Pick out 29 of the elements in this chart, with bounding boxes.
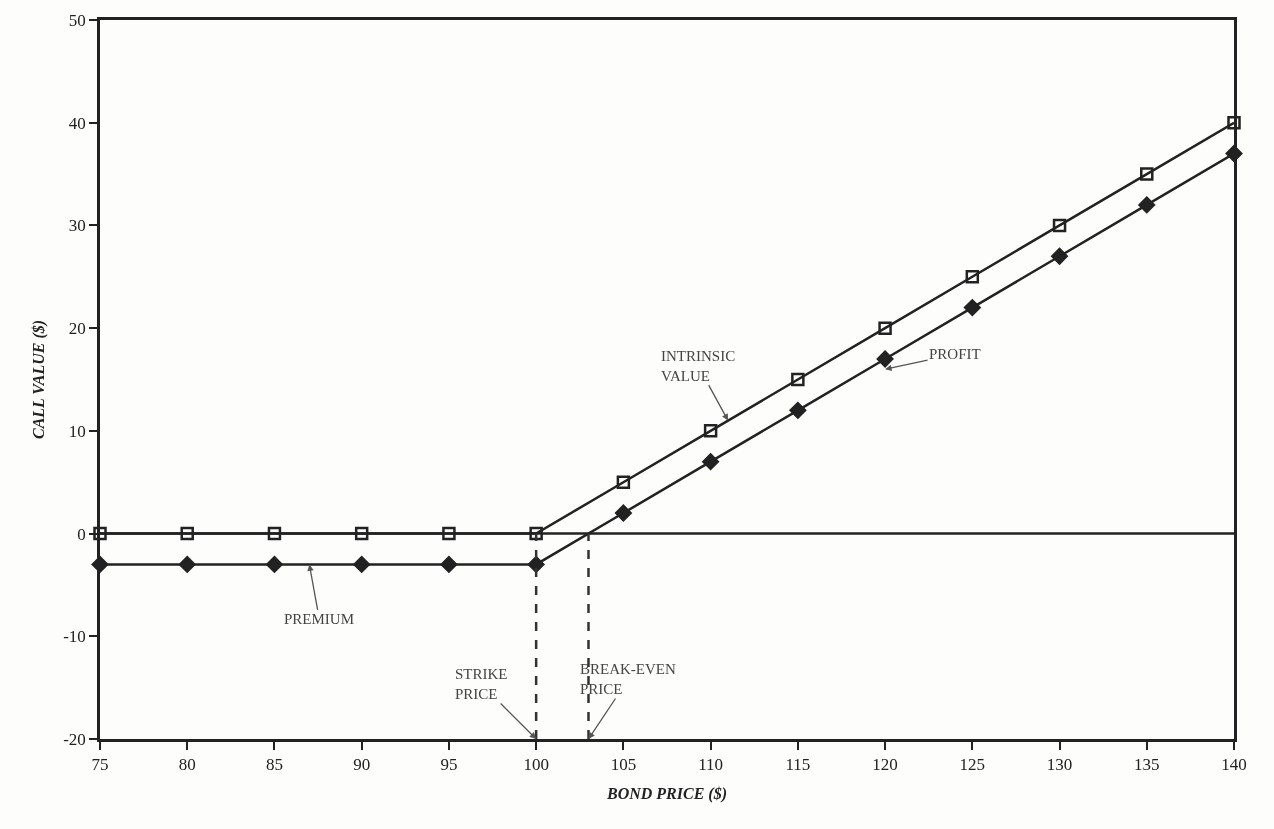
y-tick-label: 10: [68, 421, 86, 441]
x-tick-label: 115: [785, 755, 811, 775]
y-tick-label: -10: [63, 627, 86, 647]
x-tick-label: 80: [178, 755, 196, 775]
x-tick-label: 75: [91, 755, 109, 775]
x-tick-label: 140: [1221, 755, 1247, 775]
x-tick-label: 90: [353, 755, 371, 775]
annotation: INTRINSIC VALUE: [661, 348, 736, 384]
x-tick-label: 120: [872, 755, 898, 775]
x-tick-label: 135: [1134, 755, 1160, 775]
y-tick-label: 30: [68, 216, 86, 236]
annotation: PROFIT: [929, 346, 981, 362]
x-tick-label: 85: [265, 755, 283, 775]
x-axis-title: BOND PRICE ($): [605, 784, 728, 803]
y-tick-label: 50: [68, 10, 86, 30]
y-tick-label: 0: [77, 524, 86, 544]
y-tick-label: -20: [63, 729, 86, 749]
y-tick-label: 40: [68, 113, 86, 133]
annotation: STRIKE PRICE: [455, 666, 508, 702]
x-tick-label: 110: [698, 755, 724, 775]
x-tick-label: 95: [440, 755, 458, 775]
x-tick-label: 105: [610, 755, 637, 775]
annotation: BREAK-EVEN PRICE: [580, 661, 676, 697]
x-tick-label: 130: [1046, 755, 1073, 775]
y-tick-label: 20: [68, 319, 86, 339]
x-tick-label: 100: [523, 755, 549, 775]
y-axis-title: CALL VALUE ($): [30, 319, 49, 440]
annotation: PREMIUM: [284, 611, 355, 627]
x-tick-label: 125: [959, 755, 986, 775]
